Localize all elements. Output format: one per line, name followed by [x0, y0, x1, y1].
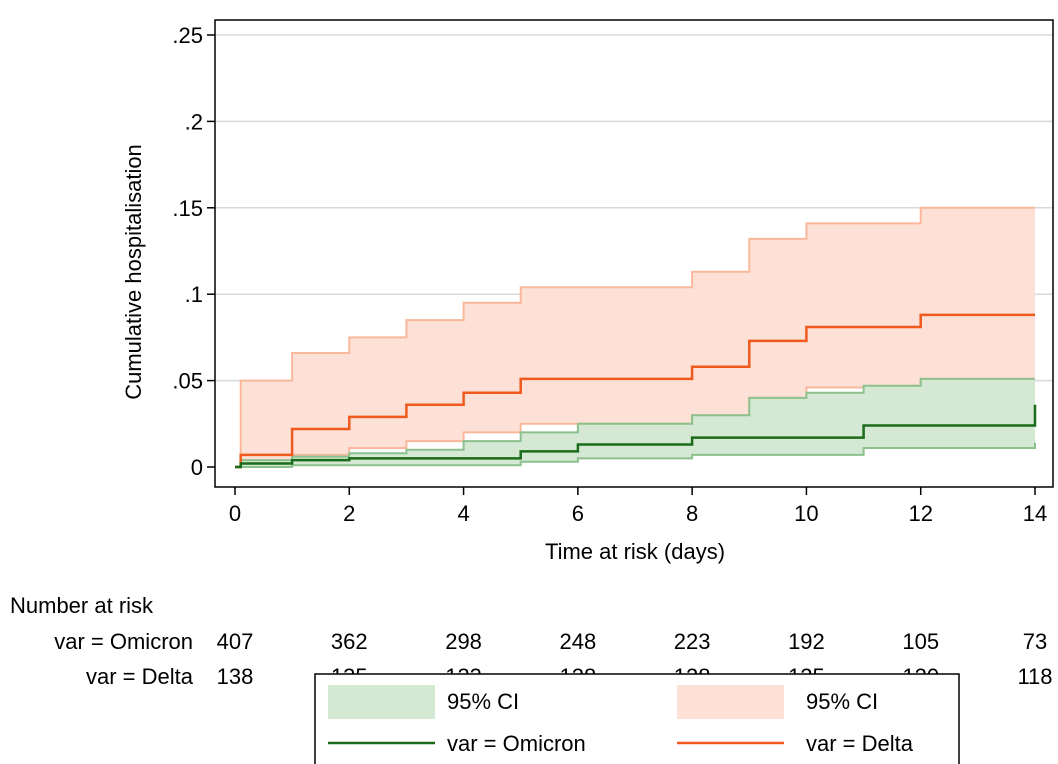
- legend-label-delta: var = Delta: [806, 731, 914, 756]
- y-tick-label-5: .25: [172, 23, 203, 48]
- series-line-delta: [235, 313, 1035, 469]
- risk-value-omicron-4: 298: [445, 629, 482, 654]
- ci-upper-omicron: [235, 377, 1035, 468]
- risk-value-omicron-10: 192: [788, 629, 825, 654]
- risk-row-label-delta: var = Delta: [86, 664, 194, 689]
- plot-frame: [214, 19, 1054, 488]
- risk-value-delta-14: 118: [1017, 664, 1052, 689]
- series-line-omicron: [235, 404, 1037, 469]
- x-axis-title: Time at risk (days): [545, 539, 725, 564]
- y-tick-label-3: .15: [172, 196, 203, 221]
- survival-lines: [235, 313, 1037, 469]
- y-tick-label-4: .2: [185, 109, 203, 134]
- ci-upper-delta: [235, 206, 1035, 468]
- ci-band-omicron: [235, 378, 1035, 467]
- x-tick-label-6: 12: [908, 501, 932, 526]
- legend-label-omicron: var = Omicron: [447, 731, 586, 756]
- x-tick-label-4: 8: [686, 501, 698, 526]
- legend-swatch-delta-ci: [677, 685, 784, 719]
- x-tick-label-0: 0: [229, 501, 241, 526]
- risk-value-omicron-2: 362: [331, 629, 368, 654]
- risk-row-label-omicron: var = Omicron: [54, 629, 193, 654]
- legend: 95% CI 95% CI var = Omicron var = Delta: [314, 673, 960, 764]
- ci-lower-omicron: [235, 442, 1036, 468]
- risk-value-omicron-8: 223: [674, 629, 711, 654]
- y-axis: 0 .05 .1 .15 .2 .25: [172, 23, 215, 480]
- y-tick-label-0: 0: [191, 455, 203, 480]
- risk-value-omicron-0: 407: [217, 629, 254, 654]
- x-tick-label-7: 14: [1023, 501, 1047, 526]
- risk-value-omicron-6: 248: [559, 629, 596, 654]
- legend-swatch-omicron-ci: [328, 685, 435, 719]
- risk-value-omicron-14: 73: [1023, 629, 1047, 654]
- x-tick-label-1: 2: [343, 501, 355, 526]
- legend-label-delta-ci: 95% CI: [806, 689, 878, 714]
- risk-value-delta-0: 138: [217, 664, 254, 689]
- x-tick-label-2: 4: [457, 501, 469, 526]
- x-axis: 0 2 4 6 8 10 12 14: [229, 487, 1047, 526]
- ci-band-delta: [235, 207, 1035, 468]
- x-tick-label-5: 10: [794, 501, 818, 526]
- confidence-bands: [235, 206, 1036, 468]
- y-tick-label-1: .05: [172, 369, 203, 394]
- legend-label-omicron-ci: 95% CI: [447, 689, 519, 714]
- y-axis-title: Cumulative hospitalisation: [121, 144, 146, 400]
- y-tick-label-2: .1: [185, 282, 203, 307]
- risk-value-omicron-12: 105: [902, 629, 939, 654]
- risk-table-title: Number at risk: [10, 593, 154, 618]
- x-tick-label-3: 6: [572, 501, 584, 526]
- plot-border: [214, 19, 1054, 488]
